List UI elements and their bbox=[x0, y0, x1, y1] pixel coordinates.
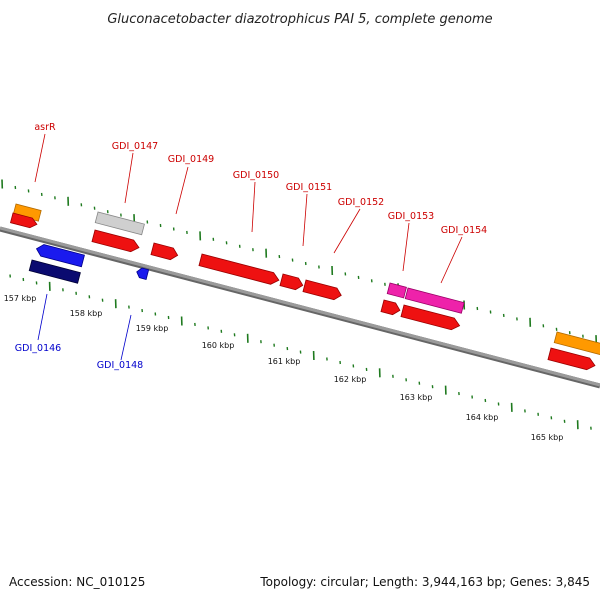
feature-red-6 bbox=[302, 279, 342, 301]
scale-label: 157 kbp bbox=[4, 294, 37, 303]
feature-red-9 bbox=[547, 347, 596, 371]
feature-red-2 bbox=[91, 229, 140, 253]
feature-blue-1 bbox=[35, 244, 85, 268]
svg-text:GDI_0147: GDI_0147 bbox=[112, 141, 158, 152]
svg-text:GDI_0146: GDI_0146 bbox=[15, 343, 61, 354]
feature-magenta-1 bbox=[386, 282, 407, 299]
map-title: Gluconacetobacter diazotrophicus PAI 5, … bbox=[107, 12, 492, 27]
gene-label-gdi-0149: GDI_0149 bbox=[168, 154, 214, 215]
scale-label: 161 kbp bbox=[268, 357, 301, 366]
svg-text:GDI_0150: GDI_0150 bbox=[233, 170, 279, 181]
feature-blue-2 bbox=[136, 267, 150, 280]
gene-label-gdi-0151: GDI_0151 bbox=[286, 182, 332, 247]
svg-text:GDI_0151: GDI_0151 bbox=[286, 182, 332, 193]
genome-backbone bbox=[0, 226, 600, 387]
gene-label-gdi-0152: GDI_0152 bbox=[333, 197, 384, 254]
scale-labels: 157 kbp 158 kbp 159 kbp 160 kbp 161 kbp … bbox=[4, 294, 564, 442]
feature-red-4 bbox=[198, 253, 280, 285]
gene-label-gdi-0154: GDI_0154 bbox=[440, 225, 487, 284]
svg-text:GDI_0152: GDI_0152 bbox=[338, 197, 384, 208]
feature-orange-2 bbox=[553, 331, 600, 356]
svg-text:GDI_0154: GDI_0154 bbox=[441, 225, 487, 236]
feature-red-7 bbox=[380, 299, 401, 316]
gene-label-asrR: asrR bbox=[34, 122, 56, 183]
feature-magenta-2 bbox=[404, 287, 465, 314]
svg-text:asrR: asrR bbox=[34, 122, 56, 133]
scale-label: 165 kbp bbox=[531, 433, 564, 442]
accession-text: Accession: NC_010125 bbox=[9, 575, 145, 589]
lower-tick-track bbox=[9, 274, 592, 430]
gene-label-gdi-0148: GDI_0148 bbox=[97, 314, 143, 371]
upper-tick-track bbox=[1, 179, 598, 345]
scale-label: 160 kbp bbox=[202, 341, 235, 350]
feature-red-1 bbox=[9, 212, 38, 229]
gene-label-gdi-0153: GDI_0153 bbox=[388, 211, 434, 272]
feature-red-5 bbox=[279, 273, 304, 291]
scale-label: 159 kbp bbox=[136, 324, 169, 333]
svg-text:GDI_0153: GDI_0153 bbox=[388, 211, 434, 222]
gene-label-gdi-0146: GDI_0146 bbox=[15, 293, 61, 354]
scale-label: 162 kbp bbox=[334, 375, 367, 384]
svg-text:GDI_0148: GDI_0148 bbox=[97, 360, 143, 371]
feature-red-8 bbox=[400, 304, 461, 331]
feature-gray bbox=[94, 211, 145, 236]
scale-label: 163 kbp bbox=[400, 393, 433, 402]
feature-navy bbox=[28, 259, 81, 284]
feature-red-3 bbox=[150, 242, 179, 261]
gene-label-gdi-0147: GDI_0147 bbox=[112, 141, 158, 204]
scale-label: 158 kbp bbox=[70, 309, 103, 318]
scale-label: 164 kbp bbox=[466, 413, 499, 422]
svg-text:GDI_0149: GDI_0149 bbox=[168, 154, 214, 165]
genome-summary-text: Topology: circular; Length: 3,944,163 bp… bbox=[259, 575, 590, 589]
gene-label-gdi-0150: GDI_0150 bbox=[233, 170, 279, 233]
